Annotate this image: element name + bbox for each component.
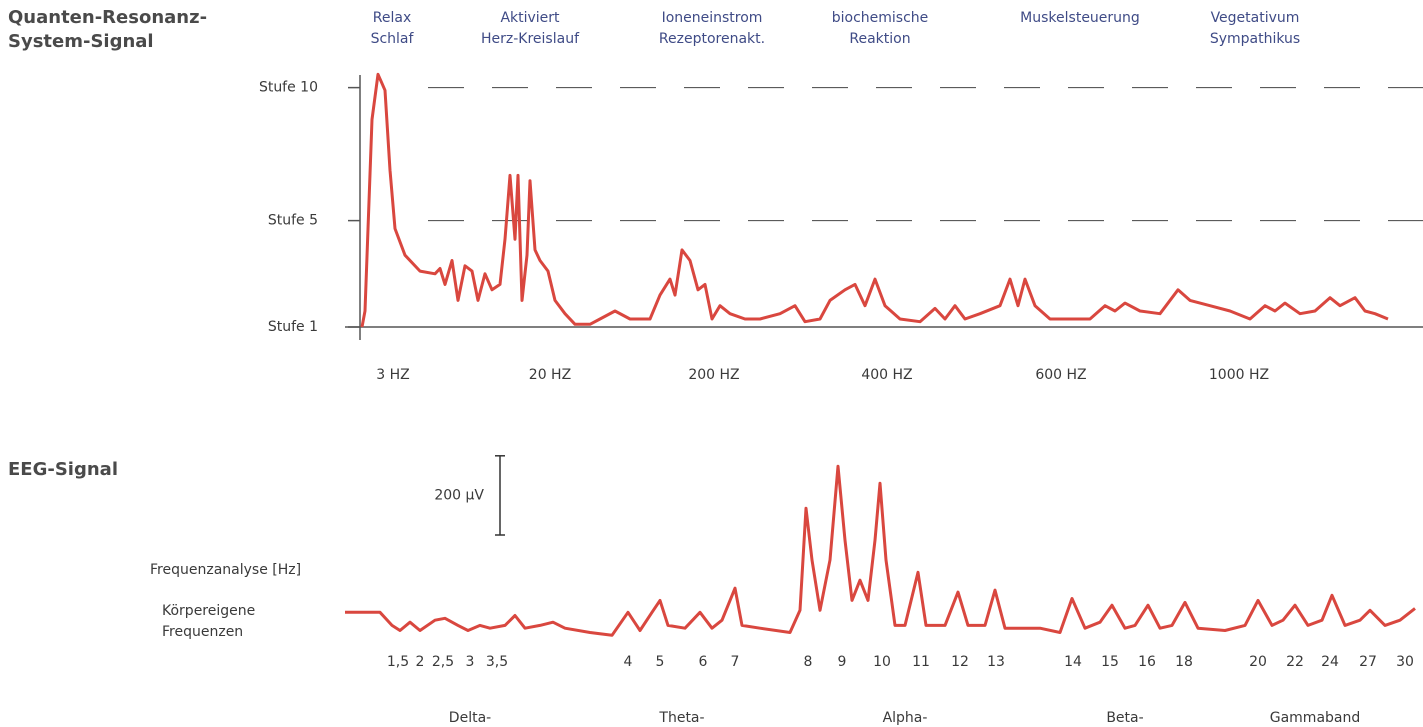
band-label: Sympathikus xyxy=(1210,31,1300,47)
x-tick-label: 4 xyxy=(624,654,633,670)
x-tick-label: 400 HZ xyxy=(861,367,912,383)
x-tick-label: 30 xyxy=(1396,654,1414,670)
x-tick-label: 1,5 xyxy=(387,654,409,670)
x-tick-label: 18 xyxy=(1175,654,1193,670)
chart-title: System-Signal xyxy=(8,31,154,52)
x-tick-label: 8 xyxy=(804,654,813,670)
annotation: Körpereigene xyxy=(162,603,255,619)
y-axis-label: Frequenzanalyse [Hz] xyxy=(150,562,301,578)
band-label: Beta- xyxy=(1106,710,1143,726)
x-tick-label: 20 xyxy=(1249,654,1267,670)
band-label: Vegetativum xyxy=(1211,10,1300,26)
x-tick-label: 1000 HZ xyxy=(1209,367,1269,383)
x-tick-label: 6 xyxy=(699,654,708,670)
band-label: Alpha- xyxy=(883,710,928,726)
band-label: Delta- xyxy=(449,710,491,726)
x-tick-label: 10 xyxy=(873,654,891,670)
signal-line xyxy=(360,72,1389,328)
y-tick-label: Stufe 5 xyxy=(268,213,318,229)
x-tick-label: 2 xyxy=(416,654,425,670)
x-tick-label: 3,5 xyxy=(486,654,508,670)
x-tick-label: 16 xyxy=(1138,654,1156,670)
x-tick-label: 5 xyxy=(656,654,665,670)
band-label: Rezeptorenakt. xyxy=(659,31,765,47)
x-tick-label: 11 xyxy=(912,654,930,670)
band-label: Aktiviert xyxy=(500,10,560,26)
x-tick-label: 20 HZ xyxy=(529,367,571,383)
chart-title: EEG-Signal xyxy=(8,459,118,480)
band-label: Theta- xyxy=(658,710,704,726)
x-tick-label: 2,5 xyxy=(432,654,454,670)
x-tick-label: 600 HZ xyxy=(1035,367,1086,383)
x-tick-label: 24 xyxy=(1321,654,1339,670)
x-tick-label: 14 xyxy=(1064,654,1082,670)
x-tick-label: 27 xyxy=(1359,654,1377,670)
band-label: Gammaband xyxy=(1270,710,1361,726)
band-label: Reaktion xyxy=(849,31,910,47)
x-tick-label: 9 xyxy=(838,654,847,670)
annotation: Frequenzen xyxy=(162,624,243,640)
band-label: Relax xyxy=(373,10,411,26)
band-label: Ioneneinstrom xyxy=(662,10,763,26)
x-tick-label: 12 xyxy=(951,654,969,670)
chart-title: Quanten-Resonanz- xyxy=(8,7,207,28)
band-label: Herz-Kreislauf xyxy=(481,31,580,47)
x-tick-label: 3 xyxy=(466,654,475,670)
scale-bar-label: 200 µV xyxy=(434,487,484,503)
signal-line xyxy=(345,464,1416,637)
y-tick-label: Stufe 1 xyxy=(268,319,318,335)
band-label: Schlaf xyxy=(371,31,415,47)
band-label: biochemische xyxy=(832,10,929,26)
x-tick-label: 200 HZ xyxy=(688,367,739,383)
x-tick-label: 13 xyxy=(987,654,1005,670)
y-tick-label: Stufe 10 xyxy=(259,80,318,96)
x-tick-label: 7 xyxy=(731,654,740,670)
x-tick-label: 22 xyxy=(1286,654,1304,670)
band-label: Muskelsteuerung xyxy=(1020,10,1140,26)
x-tick-label: 3 HZ xyxy=(376,367,409,383)
x-tick-label: 15 xyxy=(1101,654,1119,670)
